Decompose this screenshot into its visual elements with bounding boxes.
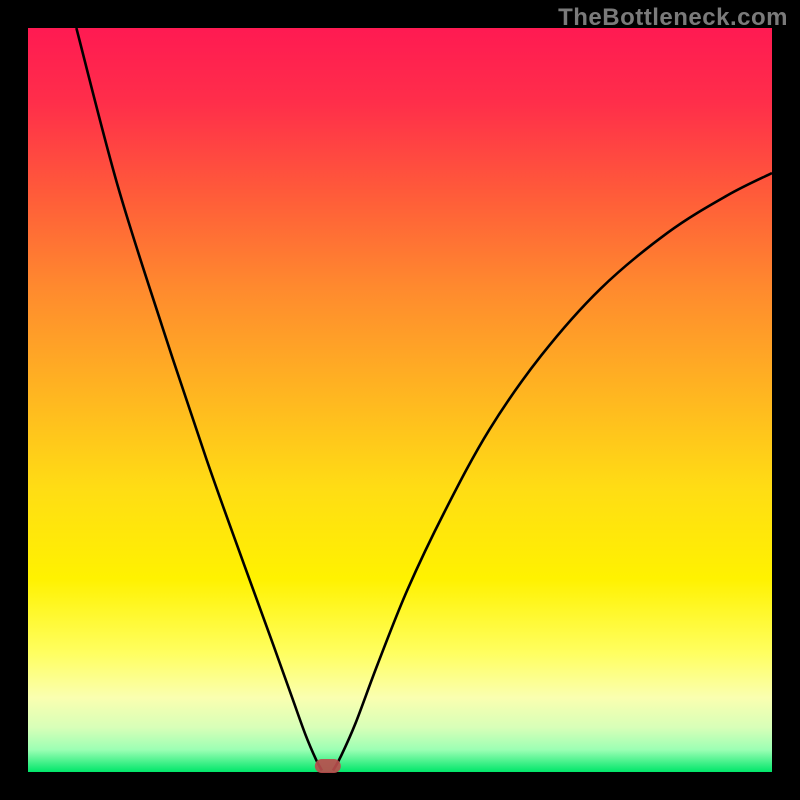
watermark-text: TheBottleneck.com xyxy=(558,4,788,32)
optimal-marker xyxy=(315,759,341,773)
chart-frame: TheBottleneck.com xyxy=(0,0,800,800)
bottleneck-chart xyxy=(0,0,800,800)
plot-background xyxy=(28,28,772,772)
